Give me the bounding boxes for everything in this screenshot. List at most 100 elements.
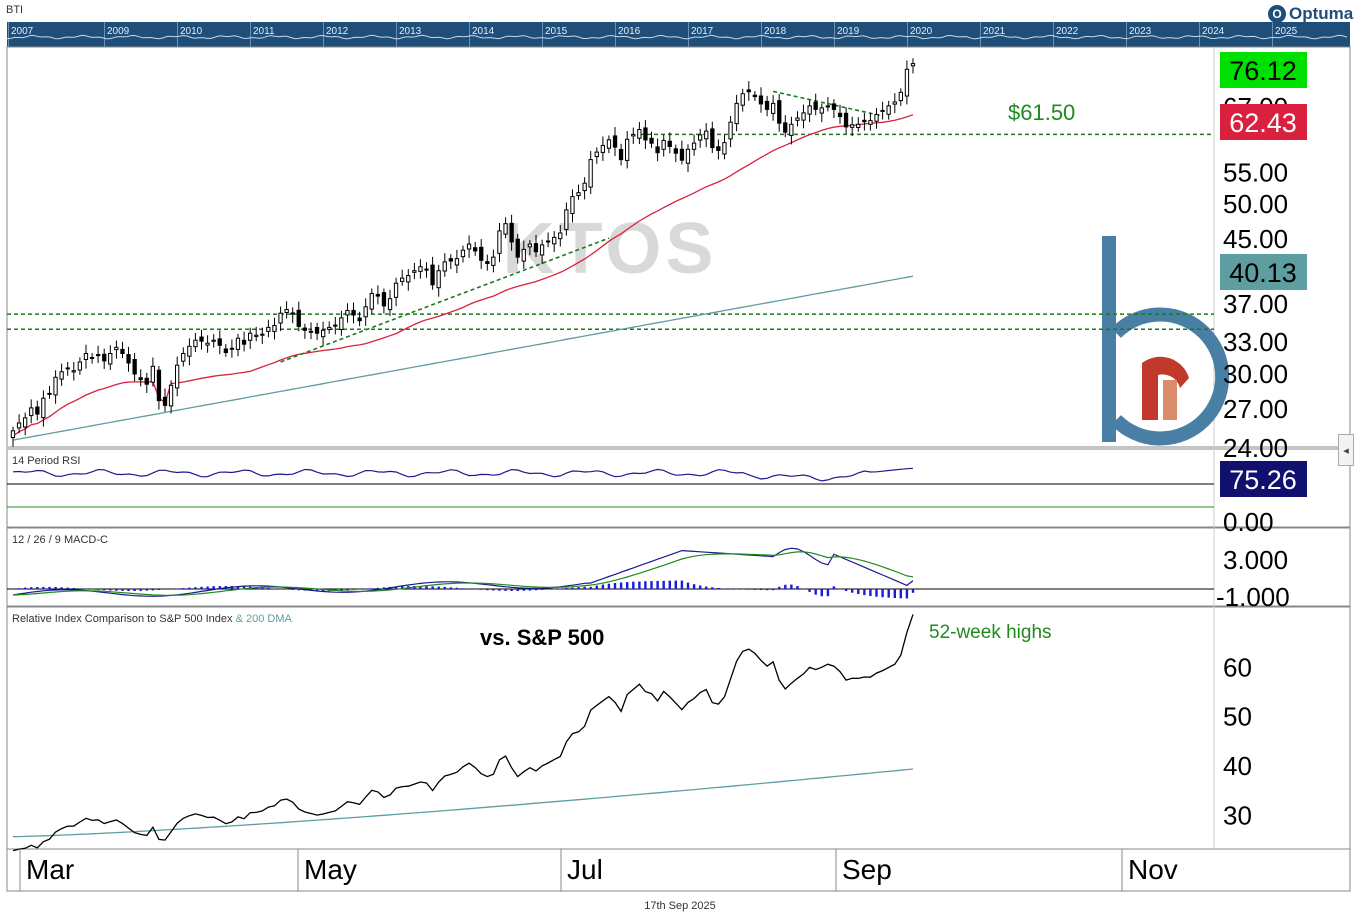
macd-histogram-bar [881, 589, 884, 598]
price-candle [10, 426, 16, 447]
macd-histogram-bar [188, 587, 191, 589]
price-candle [570, 189, 575, 223]
macd-histogram-bar [504, 589, 507, 591]
price-candle [41, 390, 46, 427]
macd-histogram-bar [869, 589, 872, 596]
price-candle [643, 120, 648, 149]
macd-histogram-bar [394, 586, 398, 589]
price-candle [807, 100, 812, 123]
macd-histogram-bar [157, 589, 161, 590]
macd-histogram-bar [48, 586, 51, 589]
timeline-year-label: 2017 [691, 26, 714, 37]
macd-histogram-bar [674, 580, 677, 589]
macd-histogram-bar [553, 589, 556, 590]
macd-histogram-bar [911, 589, 915, 593]
macd-histogram-bar [534, 589, 538, 591]
macd-histogram-bar [315, 589, 319, 591]
price-candle [150, 357, 155, 387]
macd-histogram-bar [115, 589, 118, 591]
price-tick-label: 55.00 [1223, 158, 1288, 188]
macd-histogram-bar [851, 589, 854, 593]
macd-histogram-bar [577, 587, 580, 589]
collapse-panel-button[interactable]: ◂ [1338, 434, 1354, 466]
price-candle [211, 334, 216, 348]
last-price-label: 76.12 [1220, 52, 1307, 88]
macd-histogram-bar [705, 586, 708, 589]
price-candle [728, 116, 733, 148]
macd-histogram-bar [273, 588, 276, 589]
ma200-value-label: 40.13 [1220, 254, 1307, 290]
x-axis-month-label: Sep [842, 854, 892, 885]
macd-histogram-bar [820, 589, 823, 597]
brand-logo [1102, 236, 1230, 446]
macd-histogram-bar [242, 586, 246, 589]
macd-histogram-bar [656, 580, 659, 589]
macd-histogram-bar [632, 581, 635, 589]
price-candle [248, 327, 253, 349]
macd-histogram-bar [692, 584, 696, 589]
macd-histogram-bar [261, 587, 264, 589]
price-candle [600, 136, 606, 161]
price-candle [327, 321, 332, 334]
price-candle [272, 317, 277, 340]
timeline-year-label: 2016 [618, 26, 641, 37]
price-candle [606, 135, 612, 154]
price-candle [582, 177, 587, 200]
price-candle [102, 348, 107, 369]
price-candle [667, 132, 672, 154]
price-candle [77, 357, 82, 375]
price-candle [339, 310, 344, 336]
price-candle [685, 144, 691, 173]
relative-tick-label: 40 [1223, 751, 1252, 781]
macd-histogram-bar [546, 589, 550, 590]
relative-tick-label: 50 [1223, 702, 1252, 732]
price-candle [485, 254, 490, 271]
price-candle [254, 326, 259, 342]
timeline-navigator[interactable]: 2007 2009 2010 2011 2012 2013 2014 2015 2016 2017… [6, 22, 1350, 47]
timeline-year-label: 2009 [107, 26, 130, 37]
price-candle [59, 363, 64, 386]
macd-histogram-bar [151, 589, 155, 591]
price-candle [89, 353, 95, 364]
macd-histogram-bar [358, 589, 361, 590]
price-candle [436, 264, 441, 297]
x-axis-month-label: Jul [567, 854, 603, 885]
price-candle [241, 331, 247, 352]
macd-histogram-bar [480, 589, 483, 590]
price-candle [497, 223, 502, 263]
macd-histogram-bar [802, 588, 805, 590]
price-candle [357, 311, 362, 327]
price-candle [223, 344, 228, 357]
macd-histogram-bar [680, 580, 684, 589]
price-candle [108, 345, 113, 370]
macd-histogram-bar [169, 589, 173, 590]
rsi-panel-frame [6, 448, 1351, 528]
price-candle [515, 233, 520, 264]
macd-histogram-bar [753, 589, 757, 590]
price-candle [831, 99, 837, 118]
macd-histogram-bar [352, 589, 355, 590]
macd-histogram-bar [206, 586, 209, 589]
price-candle [29, 399, 34, 424]
macd-histogram-bar [711, 587, 714, 589]
price-candle [479, 239, 484, 269]
svg-text:76.12: 76.12 [1229, 56, 1297, 86]
price-candle [393, 277, 399, 307]
macd-histogram-bar [765, 589, 769, 591]
price-candle [618, 143, 624, 166]
timeline-year-label: 2007 [11, 26, 34, 37]
price-candle [96, 345, 101, 363]
price-candle [564, 202, 569, 236]
macd-histogram-bar [96, 589, 100, 590]
price-candle [631, 127, 636, 144]
price-candle [205, 335, 210, 353]
x-axis-month-label: Mar [26, 854, 74, 885]
price-tick-label: 45.00 [1223, 224, 1288, 254]
macd-histogram-bar [814, 589, 817, 595]
price-candle [783, 115, 788, 138]
price-candle [509, 214, 514, 251]
relative-strength-line [12, 614, 914, 852]
macd-histogram-bar [771, 589, 775, 591]
price-candle [442, 253, 447, 277]
